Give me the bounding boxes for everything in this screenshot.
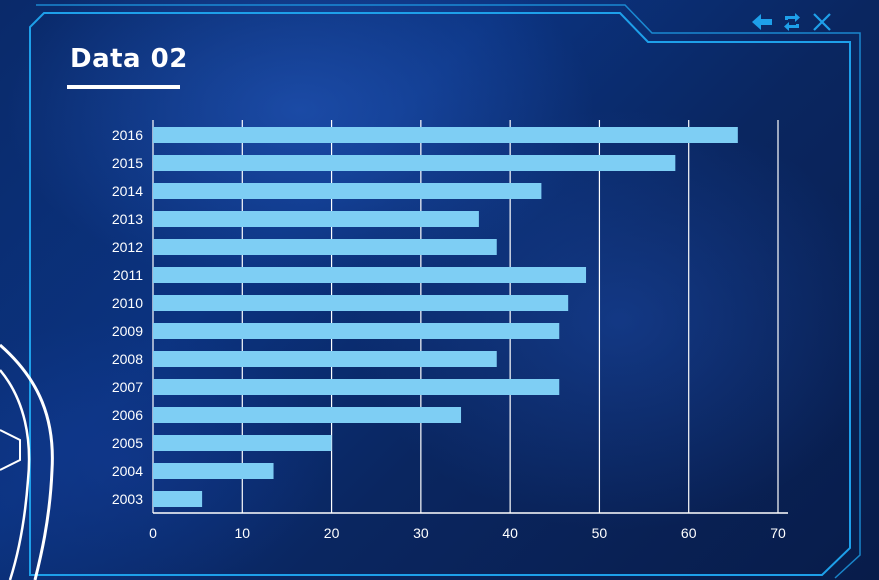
x-axis-labels: 0 10 20 30 40 50 60 70 [149,525,786,541]
x-tick-label: 50 [592,525,608,541]
bar [153,435,332,451]
chart-grid [152,120,779,513]
y-tick-label: 2008 [112,351,143,367]
y-tick-label: 2016 [112,127,143,143]
bar [153,351,497,367]
y-tick-label: 2011 [113,267,143,283]
x-tick-label: 40 [502,525,518,541]
bar [153,491,203,507]
x-tick-label: 0 [149,525,157,541]
y-axis-labels: 2016 2015 2014 2013 2012 2011 2010 2009 2008 2007… [112,127,143,507]
y-tick-label: 2004 [112,463,143,479]
x-tick-label: 30 [413,525,429,541]
page-title: Data 02 [70,44,188,74]
bar [153,407,462,423]
close-icon[interactable] [810,10,834,34]
title-underline [67,85,180,89]
bar [153,379,560,395]
bar [153,239,497,255]
bar [153,183,542,199]
toolbar [750,10,834,34]
bar [153,127,738,143]
y-tick-label: 2005 [112,435,143,451]
y-tick-label: 2013 [112,211,143,227]
y-tick-label: 2007 [112,379,143,395]
y-tick-label: 2010 [112,295,143,311]
x-tick-label: 20 [324,525,340,541]
y-tick-label: 2009 [112,323,143,339]
chart-bars [153,127,738,507]
back-arrow-icon[interactable] [750,10,774,34]
x-tick-label: 60 [681,525,697,541]
y-tick-label: 2003 [112,491,143,507]
bar [153,211,479,227]
refresh-icon[interactable] [780,10,804,34]
bar [153,323,560,339]
y-tick-label: 2015 [112,155,143,171]
bar [153,295,569,311]
bar [153,267,587,283]
y-tick-label: 2014 [112,183,143,199]
x-tick-label: 70 [770,525,786,541]
bar [153,463,274,479]
bar [153,155,676,171]
y-tick-label: 2012 [112,239,143,255]
x-tick-label: 10 [234,525,250,541]
y-tick-label: 2006 [112,407,143,423]
